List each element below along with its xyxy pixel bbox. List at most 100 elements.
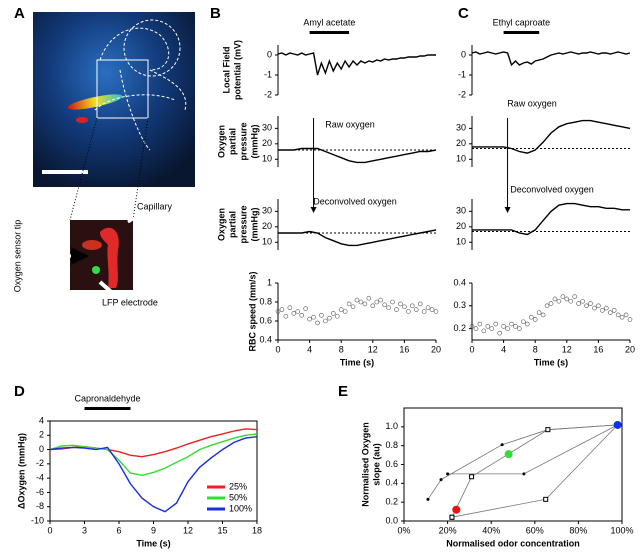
stimulus-bar (84, 407, 131, 410)
y-tick-label: 0.6 (259, 315, 272, 325)
image-label: Oxygen sensor tip (12, 220, 22, 293)
y-tick-label: 1 (267, 277, 272, 287)
point (568, 298, 574, 304)
point (521, 319, 526, 325)
point (354, 297, 360, 303)
stimulus-label: Ethyl caproate (493, 17, 551, 27)
series-line (277, 52, 436, 76)
panel-label: E (338, 383, 348, 400)
y-tick-label: 20 (262, 221, 272, 231)
point (311, 314, 316, 320)
y-tick-label: 2 (39, 430, 44, 440)
point (279, 307, 285, 312)
point (552, 296, 558, 302)
x-tick-label: 40% (482, 525, 500, 535)
point (509, 321, 514, 327)
y-tick-label: -4 (36, 473, 44, 483)
point (540, 312, 546, 318)
point (439, 478, 443, 482)
legend-label: 25% (229, 481, 247, 491)
x-tick-label: 3 (82, 525, 87, 535)
series-line (451, 424, 618, 518)
point (560, 294, 566, 299)
y-tick-label: -2 (36, 458, 44, 468)
point (421, 309, 427, 314)
y-tick-label: 20 (262, 138, 272, 148)
y-tick-label: 0.2 (385, 497, 398, 507)
y-axis-label: partial (227, 211, 237, 238)
series-line (472, 202, 630, 236)
point (429, 307, 435, 312)
point (500, 443, 504, 447)
panel-label: B (210, 5, 221, 22)
point (291, 311, 297, 316)
y-tick-label: 4 (39, 415, 44, 425)
point (409, 303, 415, 309)
x-tick-label: 60% (526, 525, 544, 535)
y-tick-label: 0 (461, 49, 466, 59)
point (394, 307, 399, 312)
point (532, 317, 538, 322)
point (580, 298, 585, 304)
legend-label: 100% (229, 503, 252, 513)
series-line (427, 424, 618, 500)
y-axis-label: (mmHg) (249, 125, 259, 159)
point (358, 299, 364, 305)
annotation: Deconvolved oxygen (313, 196, 397, 206)
y-tick-label: 30 (456, 123, 466, 133)
stimulus-label: Capronaldehyde (74, 393, 140, 403)
y-tick-label: 1.0 (385, 421, 398, 431)
series-line (49, 433, 258, 477)
annotation: Raw oxygen (325, 119, 375, 129)
point (307, 316, 312, 322)
x-tick-label: 20 (431, 344, 441, 354)
x-tick-label: 16 (399, 344, 409, 354)
point (275, 309, 281, 314)
x-tick-label: 100% (610, 525, 633, 535)
series-line (278, 147, 437, 164)
series-line (49, 436, 258, 513)
point (513, 324, 518, 329)
point (338, 307, 344, 312)
x-tick-label: 4 (307, 344, 312, 354)
point (477, 321, 483, 327)
point (346, 301, 352, 307)
x-axis-label: Time (s) (340, 357, 374, 367)
point (382, 302, 387, 308)
point (603, 305, 609, 311)
y-tick-label: 0.0 (385, 515, 398, 525)
y-tick-label: -1 (264, 69, 272, 79)
y-axis-label: Oxygen (216, 208, 226, 241)
panel-label: A (14, 5, 25, 22)
series-line (447, 424, 618, 475)
y-tick-label: 20 (456, 138, 466, 148)
x-tick-label: 0% (397, 525, 410, 535)
point (627, 317, 633, 322)
point (303, 306, 308, 311)
y-tick-label: -6 (36, 487, 44, 497)
y-tick-label: 0.8 (385, 440, 398, 450)
point (370, 303, 376, 309)
x-tick-label: 0 (275, 344, 280, 354)
x-tick-label: 0 (469, 344, 474, 354)
stimulus-label: Amyl acetate (303, 17, 355, 27)
x-tick-label: 0 (47, 525, 52, 535)
point (417, 301, 423, 307)
x-tick-label: 18 (252, 525, 262, 535)
point (619, 314, 625, 320)
point (592, 305, 597, 311)
micrograph: Capillary Oxygen sensor tip LFP electrod… (12, 12, 195, 307)
x-axis-label: Normalised odor concentration (446, 538, 580, 548)
point (596, 303, 601, 309)
panel-label: D (14, 383, 25, 400)
point (545, 427, 551, 433)
point (522, 472, 526, 476)
point (426, 497, 430, 501)
point (378, 297, 384, 303)
y-tick-label: -1 (458, 69, 466, 79)
y-tick-label: -2 (458, 89, 466, 99)
y-tick-label: 10 (456, 237, 466, 247)
point (319, 312, 324, 318)
x-tick-label: 20% (439, 525, 457, 535)
